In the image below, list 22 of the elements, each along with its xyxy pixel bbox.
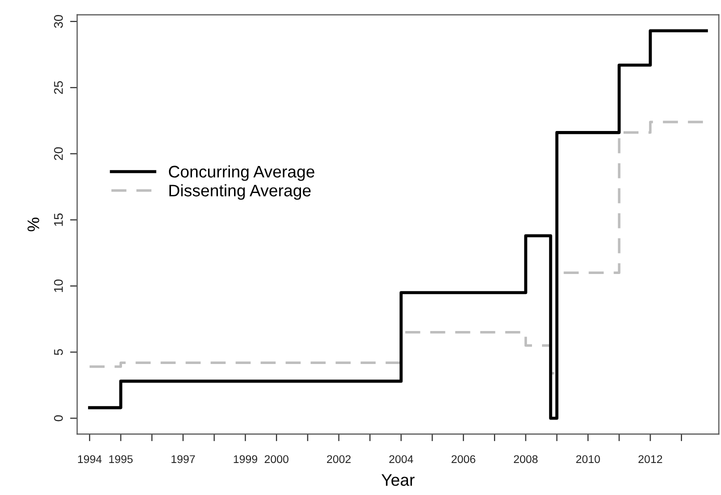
y-tick-label: 20: [54, 147, 63, 160]
x-tick-label: 2008: [514, 455, 538, 464]
y-tick-label: 0: [54, 415, 63, 422]
x-tick-label: 2000: [264, 455, 288, 464]
legend-label: Concurring Average: [168, 165, 314, 181]
x-tick-label: 2010: [576, 455, 600, 464]
y-tick-label: 15: [54, 213, 63, 226]
x-axis-title: Year: [382, 474, 415, 486]
y-tick-label: 5: [54, 349, 63, 356]
y-axis-title: %: [28, 218, 40, 232]
x-tick-label: 1997: [172, 455, 195, 464]
x-tick-label: 1995: [109, 455, 133, 464]
y-tick-label: 30: [54, 15, 63, 28]
x-tick-label: 2002: [327, 455, 351, 464]
y-tick-label: 10: [54, 280, 63, 292]
y-tick-label: 25: [54, 81, 63, 94]
legend-label: Dissenting Average: [169, 184, 311, 200]
x-tick-label: 2004: [389, 455, 414, 464]
x-tick-label: 1994: [78, 455, 102, 464]
x-tick-label: 2012: [638, 455, 662, 464]
x-tick-label: 2006: [452, 455, 476, 464]
x-tick-label: 1999: [234, 455, 258, 464]
